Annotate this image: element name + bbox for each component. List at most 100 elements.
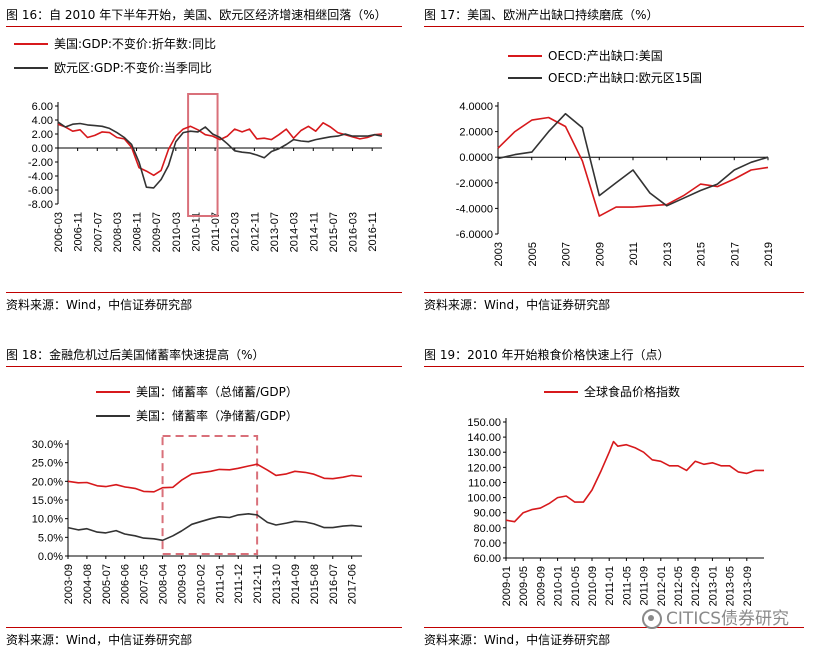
- y-tick-label: -8.00: [28, 199, 53, 211]
- legend-label: OECD:产出缺口:欧元区15国: [548, 70, 702, 85]
- chart-plot-output-gap: 4.00002.00000.0000-2.0000-4.0000-6.00002…: [456, 48, 775, 266]
- source-rule: [424, 627, 804, 628]
- x-tick-label: 2008-11: [132, 212, 144, 252]
- series-line-1: [505, 440, 764, 523]
- y-tick-label: 0.00: [32, 143, 53, 155]
- chart-source: 资料来源：Wind，中信证券研究部: [424, 633, 611, 647]
- y-tick-label: 80.00: [473, 523, 501, 535]
- chart-source: 资料来源：Wind，中信证券研究部: [424, 298, 611, 312]
- y-tick-label: 20.0%: [32, 476, 63, 488]
- legend-label: 美国：储蓄率（总储蓄/GDP）: [136, 384, 298, 399]
- x-tick-label: 2010-03: [171, 212, 183, 252]
- x-tick-label: 2007: [561, 242, 573, 266]
- x-tick-label: 2010-09: [587, 566, 599, 606]
- y-tick-label: 25.0%: [32, 458, 63, 470]
- x-tick-label: 2012-03: [230, 212, 242, 252]
- chart-panel-19: 图 19：2010 年开始粮食价格快速上行（点） 150.00 140.00 130…: [424, 340, 804, 653]
- x-tick-label: 2010-02: [195, 564, 207, 604]
- y-tick-label: 100.00: [467, 493, 501, 505]
- x-tick-label: 2012-01: [656, 566, 668, 606]
- y-tick-label: 140.00: [467, 432, 501, 444]
- x-tick-label: 2007-05: [139, 564, 151, 604]
- watermark-text: CITICS债券研究: [666, 609, 789, 629]
- x-tick-label: 2015-07: [328, 212, 340, 252]
- y-tick-label: 150.00: [467, 417, 501, 429]
- y-tick-label: 130.00: [467, 447, 501, 459]
- chart-panel-16: 图 16：自 2010 年下半年开始，美国、欧元区经济增速相继回落（%） 6.0…: [6, 0, 402, 322]
- chart-source: 资料来源：Wind，中信证券研究部: [6, 298, 193, 312]
- x-tick-label: 2016-11: [367, 212, 379, 252]
- y-tick-label: 4.0000: [459, 101, 493, 113]
- x-tick-label: 2003: [493, 242, 505, 266]
- y-tick-label: 4.00: [32, 115, 53, 127]
- x-tick-label: 2008-04: [158, 564, 170, 604]
- x-tick-label: 2013-10: [271, 564, 283, 604]
- y-tick-label: 110.00: [468, 477, 501, 489]
- x-tick-label: 2006-03: [53, 212, 65, 252]
- source-rule: [6, 627, 402, 628]
- series-line-2: [57, 121, 383, 189]
- x-tick-label: 2014-03: [289, 212, 301, 252]
- x-tick-label: 2008-03: [112, 212, 124, 252]
- y-tick-label: -6.00: [28, 185, 53, 197]
- y-tick-label: 5.0%: [38, 532, 63, 544]
- chart-plot-gdp-growth: 6.004.002.000.00-2.00-4.00-6.00-8.002006…: [14, 36, 383, 252]
- x-tick-label: 2009-09: [535, 566, 547, 606]
- y-tick-label: 6.00: [32, 101, 53, 113]
- chart-plot-savings-rate: 30.0% 25.0% 20.0% 15.0% 10.0% 5.0% 0.0%2003-09…: [32, 384, 363, 604]
- x-tick-label: 2014-09: [290, 564, 302, 604]
- x-tick-label: 2009: [594, 242, 606, 266]
- source-rule: [424, 292, 804, 293]
- highlight-box: [187, 93, 219, 217]
- x-tick-label: 2006-11: [73, 212, 85, 252]
- y-tick-label: 0.0%: [38, 551, 63, 563]
- title-rule: [6, 26, 402, 27]
- x-tick-label: 2011-05: [621, 566, 633, 606]
- x-tick-label: 2011-07: [210, 212, 222, 252]
- chart-title: 图 19：2010 年开始粮食价格快速上行（点）: [424, 348, 670, 362]
- y-tick-label: 2.00: [32, 129, 53, 141]
- series-line-1: [67, 463, 363, 493]
- x-tick-label: 2019: [763, 242, 775, 266]
- x-tick-label: 2005-07: [101, 564, 113, 604]
- x-tick-label: 2011: [628, 242, 640, 266]
- x-tick-label: 2004-08: [82, 564, 94, 604]
- x-tick-label: 2012-11: [252, 564, 264, 604]
- series-line-1: [57, 122, 383, 177]
- wechat-logo-icon: [642, 609, 663, 629]
- y-tick-label: -2.0000: [456, 178, 493, 190]
- title-rule: [424, 26, 804, 27]
- title-rule: [6, 366, 402, 367]
- y-tick-label: 70.00: [473, 538, 501, 550]
- legend-label: 美国:GDP:不变价:折年数:同比: [54, 36, 216, 51]
- x-tick-label: 2011-12: [233, 564, 245, 604]
- x-tick-label: 2015-08: [309, 564, 321, 604]
- x-tick-label: 2005: [527, 242, 539, 266]
- highlight-box: [161, 435, 259, 555]
- x-tick-label: 2006-06: [120, 564, 132, 604]
- chart-plot-food-price-index: 150.00 140.00 130.00 120.00 110.00 100.00 90.0…: [467, 384, 764, 606]
- legend-label: 全球食品价格指数: [584, 384, 680, 399]
- x-tick-label: 2009-01: [501, 566, 513, 606]
- series-line-1: [497, 116, 769, 217]
- x-tick-label: 2012-09: [690, 566, 702, 606]
- chart-source: 资料来源：Wind，中信证券研究部: [6, 633, 193, 647]
- x-tick-label: 2014-11: [308, 212, 320, 252]
- x-tick-label: 2010-01: [553, 566, 565, 606]
- y-tick-label: 0.0000: [459, 152, 493, 164]
- y-tick-label: 30.0%: [32, 439, 63, 451]
- x-tick-label: 2013-01: [707, 566, 719, 606]
- x-tick-label: 2013-09: [742, 566, 754, 606]
- watermark: CITICS债券研究: [642, 604, 789, 629]
- x-tick-label: 2010-05: [570, 566, 582, 606]
- source-rule: [6, 292, 402, 293]
- chart-title: 图 18：金融危机过后美国储蓄率快速提高（%）: [6, 348, 265, 362]
- chart-panel-18: 图 18：金融危机过后美国储蓄率快速提高（%） 30.0% 25.0% 20.0% 1…: [6, 340, 402, 653]
- x-tick-label: 2013-05: [725, 566, 737, 606]
- x-tick-label: 2003-09: [63, 564, 75, 604]
- x-tick-label: 2013-07: [269, 212, 281, 252]
- x-tick-label: 2009-07: [151, 212, 163, 252]
- series-line-2: [67, 513, 363, 542]
- legend-label: OECD:产出缺口:美国: [548, 48, 663, 63]
- y-tick-label: 90.00: [473, 508, 501, 520]
